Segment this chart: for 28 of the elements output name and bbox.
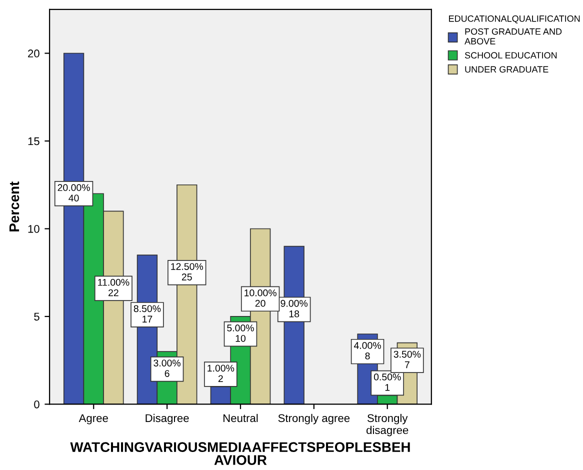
legend-label: SCHOOL EDUCATION [464,52,557,59]
data-label: 5.00% 10 [227,324,254,342]
data-label: 9.00% 18 [280,300,308,318]
y-tick-label: 10 [28,225,40,233]
data-label: 0.50% 1 [374,374,401,391]
data-label: 4.00% 8 [354,342,381,360]
data-label: 8.50% 17 [134,305,161,322]
legend-label: POST GRADUATE AND ABOVE [464,28,562,44]
x-tick-label: Strongly disagree [366,414,408,436]
data-label: 20.00% 40 [58,184,90,202]
legend-label: UNDER GRADUATE [465,66,548,73]
x-tick-label: Disagree [146,414,189,424]
x-tick-label: Neutral [223,414,258,422]
data-label: 3.50% 7 [394,350,421,368]
data-label: 11.00% 22 [98,278,130,296]
data-label: 10.00% 20 [244,289,276,307]
y-tick-label: 0 [34,400,40,408]
x-tick-label: Strongly agree [278,414,350,424]
data-label: 1.00% 2 [208,364,234,382]
data-label: 3.00% 6 [154,360,180,377]
y-tick-label: 20 [28,50,40,58]
x-axis-title: WATCHINGVARIOUSMEDIAAFFECTSPEOPLESBEH AVIOUR [70,442,410,465]
y-tick-label: 15 [28,137,40,146]
legend-title: EDUCATIONALQUALIFICATION [449,15,580,24]
data-label: 12.50% 25 [171,263,204,280]
y-axis-title: Percent [9,181,20,232]
y-tick-label: 5 [34,312,40,321]
x-tick-label: Agree [78,414,108,424]
